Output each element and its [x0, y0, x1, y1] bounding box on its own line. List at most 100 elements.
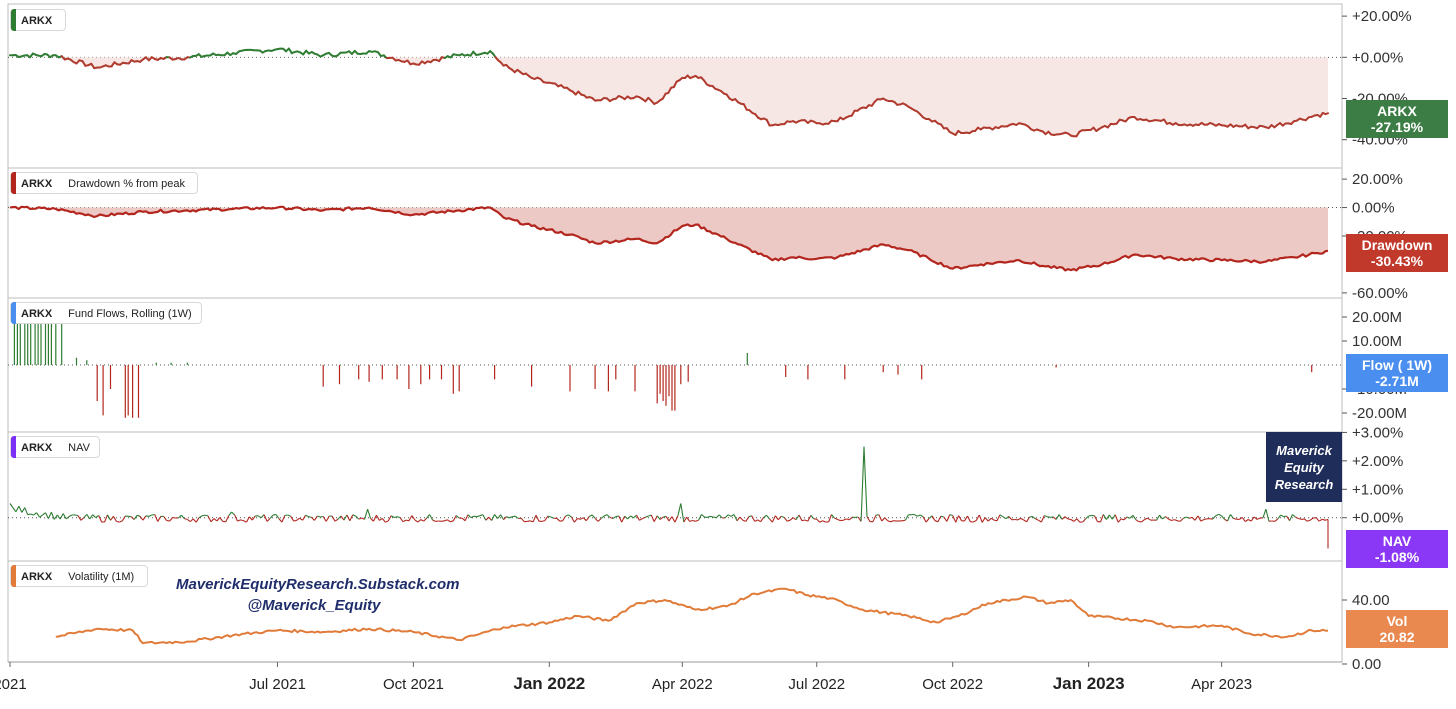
nav-line-segment: [423, 517, 428, 522]
nav-line-segment: [1315, 517, 1320, 522]
nav-line-segment: [192, 518, 197, 523]
nav-line-segment: [302, 515, 306, 521]
nav-line-segment: [225, 515, 230, 523]
nav-line-segment: [1047, 516, 1051, 518]
nav-line-segment: [875, 514, 879, 516]
nav-line-segment: [618, 515, 623, 523]
nav-line-segment: [266, 518, 271, 522]
nav-line-segment: [580, 517, 584, 520]
nav-line-segment: [500, 514, 504, 520]
x-tick-label-4: Apr 2022: [652, 676, 713, 693]
nav-line-segment: [1177, 520, 1181, 522]
y-tick-label-2-0: 20.00M: [1352, 309, 1402, 326]
drawdown-area: [10, 207, 1328, 271]
nav-line-segment: [730, 514, 735, 517]
nav-line-segment: [648, 514, 652, 517]
legend-volatility-indicator: Volatility (1M): [68, 571, 135, 583]
nav-line-segment: [1188, 516, 1193, 519]
nav-line-segment: [671, 516, 676, 523]
y-tick-label-0-1: +0.00%: [1352, 49, 1403, 66]
legend-drawdown[interactable]: ARKX Drawdown % from peak: [10, 172, 198, 194]
price-line-segment: [672, 80, 678, 88]
y-tick-label-4-1: 0.00: [1352, 656, 1381, 673]
nav-line-segment: [656, 515, 661, 520]
nav-line-segment: [1099, 514, 1104, 523]
tag-drawdown-label: Drawdown: [1361, 237, 1433, 253]
nav-line-segment: [77, 515, 82, 521]
nav-line-segment: [346, 514, 351, 521]
nav-line-segment: [293, 519, 297, 522]
nav-line-segment: [375, 514, 380, 521]
legend-flows[interactable]: ARKX Fund Flows, Rolling (1W): [10, 302, 202, 324]
nav-line-segment: [789, 517, 794, 521]
nav-line-segment: [337, 515, 342, 520]
nav-line-segment: [408, 515, 413, 522]
nav-line-segment: [163, 516, 168, 521]
nav-line-segment: [946, 514, 951, 522]
y-tick-label-3-3: +0.00%: [1352, 510, 1403, 527]
legend-drawdown-swatch: [11, 172, 16, 194]
legend-nav[interactable]: ARKX NAV: [10, 436, 100, 458]
nav-line-segment: [1097, 521, 1101, 523]
nav-line-segment: [476, 515, 481, 518]
nav-line-segment: [565, 514, 569, 517]
nav-line-segment: [473, 515, 477, 518]
x-tick-label-2: Oct 2021: [383, 676, 444, 693]
nav-line-segment: [1307, 519, 1311, 522]
nav-line-segment: [1044, 515, 1048, 518]
nav-line-segment: [887, 520, 891, 523]
legend-price[interactable]: ARKX: [10, 9, 66, 31]
nav-line-segment: [748, 515, 752, 518]
y-tick-label-3-2: +1.00%: [1352, 481, 1403, 498]
nav-line-segment: [65, 516, 70, 520]
nav-line-segment: [399, 517, 404, 523]
watermark-handle: @Maverick_Equity: [247, 597, 381, 614]
nav-line-segment: [1174, 519, 1178, 522]
nav-line-segment: [650, 514, 655, 522]
nav-line-segment: [1052, 516, 1057, 520]
nav-line-segment: [207, 515, 212, 522]
nav-line-segment: [819, 520, 823, 523]
nav-line-segment: [479, 514, 483, 517]
legend-flows-swatch: [11, 302, 16, 324]
nav-line-segment: [621, 515, 626, 523]
nav-line-segment: [512, 515, 516, 518]
nav-line-segment: [1117, 518, 1122, 523]
price-line-segment: [765, 118, 771, 127]
x-tick-label-7: Jan 2023: [1053, 674, 1125, 693]
nav-line-segment: [169, 517, 173, 522]
tag-volatility: Vol 20.82: [1346, 610, 1448, 648]
nav-line-segment: [331, 515, 336, 522]
nav-line-segment: [645, 515, 649, 518]
nav-line-segment: [178, 514, 182, 519]
nav-line-segment: [659, 516, 664, 520]
nav-line-segment: [931, 515, 936, 521]
nav-line-segment: [582, 517, 587, 522]
nav-line-segment: [1226, 514, 1232, 522]
nav-line-segment: [1318, 518, 1323, 522]
nav-line-segment: [1298, 517, 1302, 520]
nav-line-segment: [692, 519, 696, 522]
nav-line-segment: [370, 517, 374, 522]
nav-line-segment: [724, 514, 729, 519]
nav-line-segment: [1088, 514, 1092, 517]
nav-line-segment: [1032, 516, 1036, 520]
nav-line-segment: [600, 515, 605, 520]
nav-line-segment: [104, 514, 109, 523]
nav-line-segment: [340, 515, 345, 521]
nav-line-segment: [1197, 515, 1202, 522]
nav-line-segment: [1309, 517, 1314, 521]
nav-line-segment: [639, 518, 643, 521]
nav-line-segment: [662, 515, 667, 518]
nav-line-segment: [736, 516, 741, 522]
nav-line-segment: [1301, 518, 1305, 520]
legend-volatility[interactable]: ARKX Volatility (1M): [10, 565, 148, 587]
nav-line-segment: [1035, 518, 1039, 521]
nav-line-segment: [343, 514, 348, 521]
nav-line-segment: [349, 514, 354, 521]
nav-line-segment: [237, 519, 241, 522]
brand-line-1: Maverick: [1276, 443, 1332, 458]
watermark-url: MaverickEquityResearch.Substack.com: [176, 576, 460, 593]
nav-line-segment: [432, 519, 436, 522]
nav-line-segment: [355, 515, 360, 520]
